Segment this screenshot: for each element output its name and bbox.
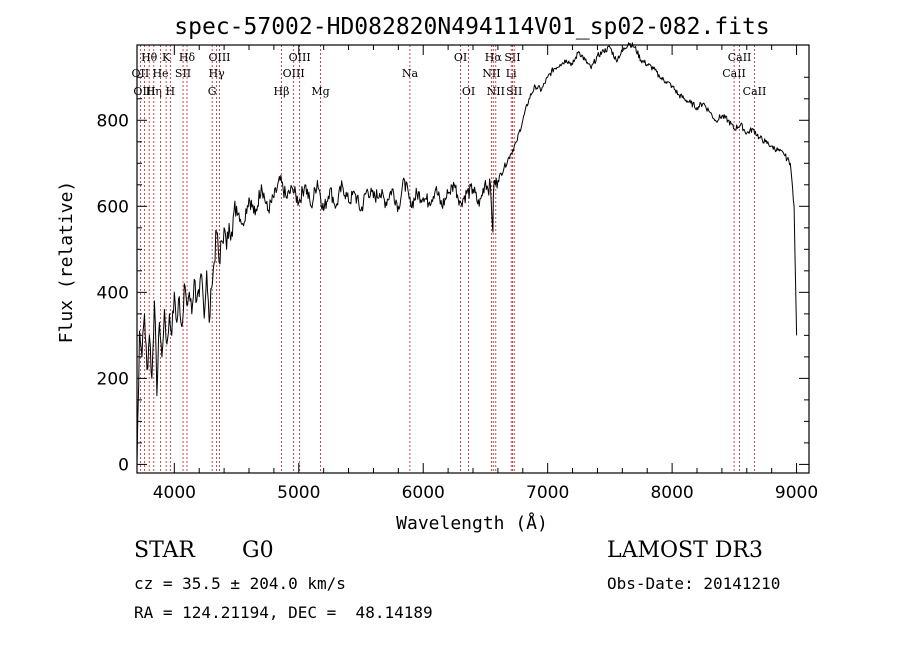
x-tick-label: 7000 [526, 483, 569, 503]
coordinates: RA = 124.21194, DEC = 48.14189 [134, 603, 433, 622]
line-marker-label: Hδ [179, 51, 196, 64]
y-tick-label: 600 [97, 197, 129, 217]
line-marker-label: SII [175, 67, 191, 80]
line-marker-label: Hγ [209, 67, 226, 80]
y-tick-label: 200 [97, 369, 129, 389]
line-marker-label: Hθ [141, 51, 158, 64]
line-marker-label: Na [402, 67, 419, 80]
line-marker-label: OIII [133, 85, 155, 98]
line-marker-label: CaII [728, 51, 752, 64]
line-marker-label: CaII [743, 85, 767, 98]
line-marker-label: SII [504, 51, 520, 64]
object-class: STAR [134, 538, 195, 563]
line-marker-label: OIII [208, 51, 230, 64]
x-tick-label: 8000 [650, 483, 693, 503]
line-marker-label: H [166, 85, 176, 98]
line-marker-label: Hη [146, 85, 162, 98]
object-subclass: G0 [242, 538, 274, 563]
line-marker-label: SII [506, 85, 522, 98]
x-tick-label: 4000 [153, 483, 196, 503]
line-marker-label: OIII [283, 67, 305, 80]
line-marker-label: OIII [289, 51, 311, 64]
chart-title: spec-57002-HD082820N494114V01_sp02-082.f… [174, 14, 769, 40]
line-markers: HθOIIOIIIHηHeKHSIIHδGOIIIHγHβOIIIOIIIMgN… [132, 45, 767, 473]
line-marker-label: K [162, 51, 171, 64]
spectrum-line [136, 42, 798, 465]
x-axis-label: Wavelength (Å) [396, 512, 548, 534]
line-marker-label: G [208, 85, 217, 98]
survey-name: LAMOST DR3 [607, 538, 763, 563]
line-marker-label: NII [482, 67, 500, 80]
line-marker-label: Li [506, 67, 517, 80]
line-marker-label: OI [454, 51, 467, 64]
y-axis-label: Flux (relative) [56, 181, 77, 344]
line-marker-label: Mg [311, 85, 329, 98]
x-tick-label: 5000 [277, 483, 320, 503]
spectrum-layer [136, 42, 798, 465]
line-marker-label: Hβ [274, 85, 290, 98]
line-marker-label: CaII [722, 67, 746, 80]
x-tick-label: 6000 [402, 483, 445, 503]
axes: 4000 5000 6000 7000 8000 9000 0 200 400 600 800 [97, 45, 818, 503]
line-marker-label: OI [462, 85, 475, 98]
redshift-readout: cz = 35.5 ± 204.0 km/s [134, 574, 346, 593]
line-marker-label: He [152, 67, 168, 80]
y-tick-label: 800 [97, 111, 129, 131]
y-tick-label: 400 [97, 283, 129, 303]
y-tick-label: 0 [118, 455, 129, 475]
line-marker-label: OII [132, 67, 150, 80]
x-tick-label: 9000 [775, 483, 818, 503]
observation-date: Obs-Date: 20141210 [607, 574, 781, 593]
line-marker-label: NII [487, 85, 505, 98]
line-marker-label: Hα [485, 51, 503, 64]
